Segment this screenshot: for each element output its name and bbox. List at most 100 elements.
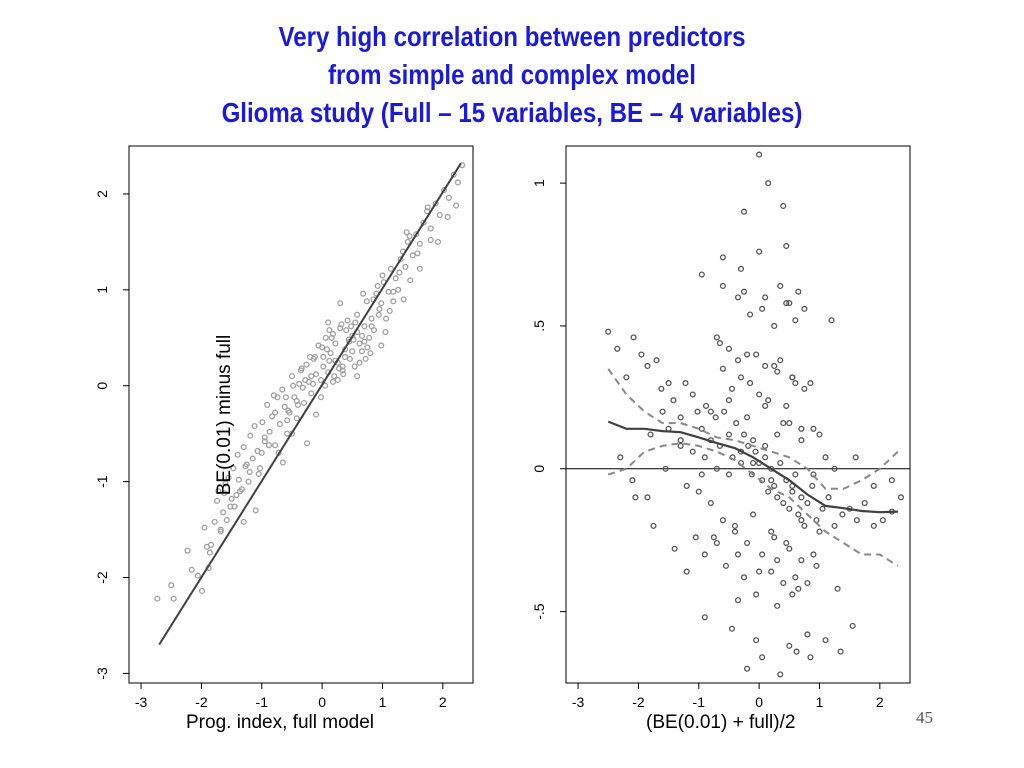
right-point	[786, 300, 793, 307]
left-point	[424, 204, 431, 211]
left-point	[392, 275, 399, 282]
left-point	[236, 488, 244, 495]
right-point	[888, 477, 895, 484]
left-point	[240, 444, 247, 451]
left-point	[382, 328, 389, 336]
left-point	[297, 367, 305, 374]
right-point	[768, 568, 775, 575]
right-point	[795, 511, 802, 518]
left-point	[351, 363, 358, 370]
left-point	[387, 265, 394, 272]
left-point	[284, 417, 291, 424]
right-point	[662, 465, 669, 472]
left-point	[251, 422, 258, 430]
right-point	[762, 294, 769, 301]
right-point	[786, 420, 793, 427]
right-point	[713, 539, 720, 547]
left-xtick-label: -1	[256, 694, 269, 710]
right-point	[725, 397, 732, 404]
right-point	[752, 448, 759, 455]
right-xtick-label: -2	[632, 694, 645, 710]
right-point	[623, 374, 630, 381]
right-point	[756, 248, 763, 255]
right-point	[701, 614, 708, 621]
left-point	[424, 208, 431, 215]
right-point	[771, 534, 778, 541]
left-point	[198, 587, 206, 594]
left-point	[354, 373, 361, 380]
right-band-lower	[607, 442, 899, 567]
right-point	[737, 265, 745, 272]
right-point	[737, 374, 745, 381]
left-point	[337, 300, 344, 307]
right-point	[677, 442, 684, 449]
right-point	[689, 448, 696, 455]
right-point	[798, 517, 805, 524]
left-point	[322, 382, 329, 389]
left-fit-line	[158, 162, 462, 646]
left-point	[270, 392, 277, 399]
right-point	[728, 625, 736, 632]
left-point	[317, 394, 324, 401]
right-point	[813, 562, 820, 569]
left-point	[416, 265, 423, 272]
right-chart-xlabel: (BE(0.01) + full)/2	[646, 712, 796, 733]
left-point	[375, 311, 382, 318]
right-point	[762, 442, 769, 449]
right-point	[783, 242, 790, 250]
left-point	[453, 202, 460, 209]
right-point	[777, 671, 784, 678]
right-point	[789, 591, 796, 598]
left-point	[327, 350, 334, 357]
left-point	[395, 286, 402, 293]
right-point	[725, 431, 732, 438]
left-point	[261, 438, 268, 445]
left-point	[368, 323, 375, 330]
left-point	[352, 319, 359, 326]
left-point	[282, 394, 289, 401]
left-ytick-label: 0	[94, 382, 110, 390]
right-point	[719, 282, 726, 290]
right-point	[792, 471, 799, 478]
right-ytick-label: 1	[531, 179, 547, 187]
right-point	[728, 385, 736, 392]
right-plot-frame	[565, 145, 911, 684]
left-point	[308, 390, 315, 397]
right-point	[756, 151, 763, 158]
left-point	[285, 407, 292, 414]
right-point	[683, 568, 690, 575]
right-point	[795, 288, 802, 295]
right-chart: -3 -2 -1 0 1 2 -.5 0 .5 1 BE(0.01) minus full	[214, 145, 911, 710]
title-line-1: Very high correlation between predictors	[278, 21, 746, 52]
right-point	[750, 437, 757, 444]
right-point	[731, 522, 739, 529]
left-point	[281, 403, 288, 410]
left-point	[264, 401, 271, 408]
left-point	[258, 449, 265, 456]
left-point	[356, 359, 363, 366]
right-point	[783, 300, 790, 307]
left-point	[215, 488, 222, 495]
left-point	[427, 236, 434, 244]
left-xtick-label: -2	[195, 694, 208, 710]
right-point	[716, 340, 723, 347]
right-point	[765, 180, 772, 187]
right-point	[816, 431, 823, 438]
right-point	[798, 557, 805, 564]
right-point	[774, 494, 781, 501]
right-point	[783, 402, 790, 409]
right-point	[734, 294, 742, 301]
left-point	[194, 572, 201, 579]
left-point	[240, 518, 247, 525]
left-point	[364, 344, 371, 351]
left-point	[222, 480, 229, 487]
right-point	[777, 460, 784, 467]
right-point	[647, 431, 654, 438]
right-point	[853, 517, 860, 524]
left-point	[432, 200, 439, 207]
right-point	[774, 602, 781, 609]
right-point	[897, 494, 904, 501]
right-point	[702, 402, 710, 409]
left-xtick-label: 1	[379, 694, 387, 710]
